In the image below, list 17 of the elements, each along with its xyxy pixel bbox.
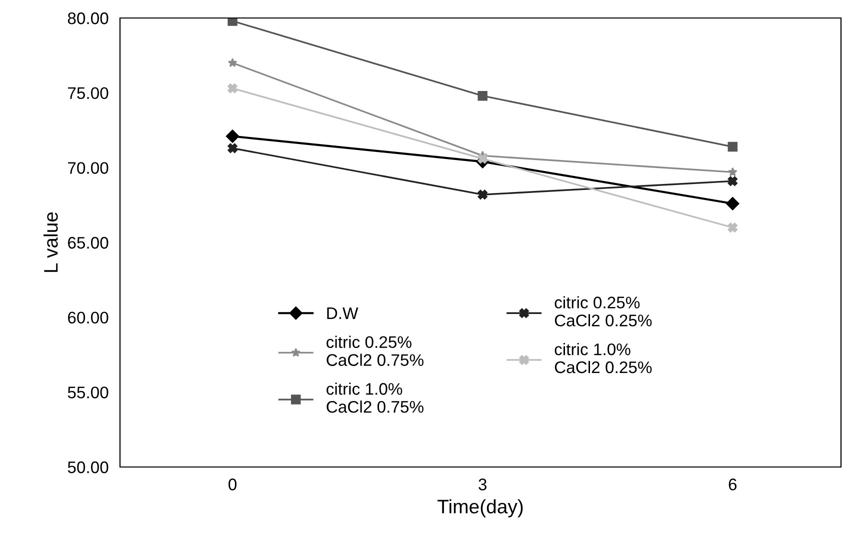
y-tick-label: 70.00 — [68, 162, 108, 174]
x-tick-label: 6 — [728, 478, 737, 490]
legend-label: citric 1.0% CaCl2 0.25% — [554, 343, 652, 374]
legend-label: D.W — [327, 308, 358, 319]
y-tick-label: 60.00 — [68, 312, 108, 324]
x-tick-label: 0 — [228, 478, 237, 490]
legend-label: citric 0.25% CaCl2 0.25% — [554, 296, 652, 326]
y-tick-label: 65.00 — [68, 236, 108, 249]
x-tick-label: 3 — [478, 478, 486, 490]
legend-label: citric 0.25% CaCl2 0.75% — [326, 336, 424, 366]
y-tick-label: 75.00 — [68, 87, 108, 100]
y-axis-title: L value — [44, 212, 58, 272]
legend-label: citric 1.0% CaCl2 0.75% — [326, 382, 424, 413]
y-tick-label: 80.00 — [68, 12, 108, 24]
y-tick-label: 50.00 — [68, 461, 108, 474]
x-axis-title: Time(day) — [438, 499, 523, 518]
y-tick-label: 55.00 — [68, 386, 108, 398]
